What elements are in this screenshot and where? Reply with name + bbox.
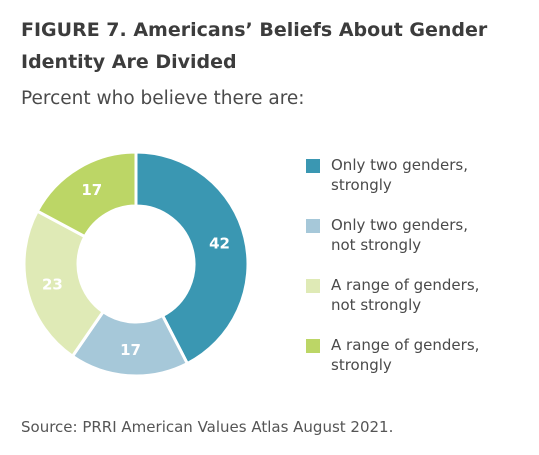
legend-swatch-1	[306, 159, 320, 173]
legend-label-line: strongly	[331, 355, 392, 374]
slice-value-label-4: 17	[81, 181, 102, 199]
chart-source: Source: PRRI American Values Atlas Augus…	[21, 418, 394, 436]
legend-label-line: A range of genders,	[331, 276, 480, 294]
donut-slice-3	[22, 209, 106, 359]
legend-label-line: not strongly	[331, 295, 422, 314]
legend-label-4: A range of genders, strongly	[331, 336, 536, 375]
donut-slice-labels: 42 17 23 17	[42, 181, 230, 359]
legend-swatch-3	[306, 279, 320, 293]
legend-label-line: strongly	[331, 175, 392, 194]
chart-subtitle: Percent who believe there are:	[21, 88, 305, 109]
legend-label-3: A range of genders, not strongly	[331, 276, 536, 315]
legend-label-line: Only two genders,	[331, 216, 468, 234]
legend-label-1: Only two genders, strongly	[331, 156, 536, 195]
donut-slice-4	[35, 150, 138, 239]
slice-value-label-2: 17	[120, 341, 141, 359]
legend-label-2: Only two genders, not strongly	[331, 216, 536, 255]
legend-swatch-2	[306, 219, 320, 233]
donut-slices	[22, 150, 250, 378]
legend-label-line: not strongly	[331, 235, 422, 254]
legend-swatch-4	[306, 339, 320, 353]
legend-label-line: Only two genders,	[331, 156, 468, 174]
slice-value-label-3: 23	[42, 275, 63, 293]
slice-value-label-1: 42	[209, 235, 230, 253]
chart-title: FIGURE 7. Americans’ Beliefs About Gende…	[21, 19, 488, 73]
legend-label-line: A range of genders,	[331, 336, 480, 354]
donut-slice-1	[134, 150, 250, 366]
